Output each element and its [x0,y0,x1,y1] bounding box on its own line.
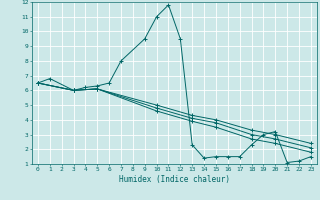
X-axis label: Humidex (Indice chaleur): Humidex (Indice chaleur) [119,175,230,184]
